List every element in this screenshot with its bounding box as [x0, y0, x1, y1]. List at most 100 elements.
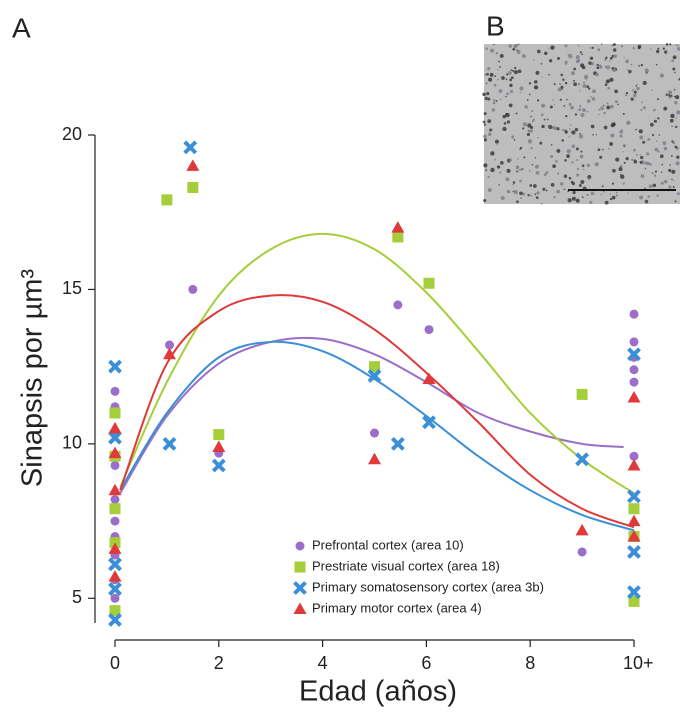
speckle: [598, 113, 600, 116]
point: [627, 530, 641, 542]
point: [109, 407, 121, 419]
point: [369, 361, 380, 373]
speckle: [513, 189, 518, 195]
speckle: [645, 152, 650, 156]
speckle: [672, 55, 677, 60]
speckle: [582, 168, 585, 171]
speckle: [489, 128, 493, 132]
point: [162, 347, 176, 360]
speckle: [625, 157, 629, 161]
point: [422, 372, 436, 384]
point: [367, 368, 382, 383]
point: [368, 452, 381, 465]
speckle: [570, 180, 574, 184]
speckle: [506, 168, 511, 173]
speckle: [660, 181, 664, 185]
speckle: [595, 72, 599, 77]
point: [629, 365, 639, 375]
speckle: [499, 53, 504, 58]
speckle: [536, 49, 541, 54]
speckle: [498, 184, 500, 186]
point: [391, 221, 405, 233]
speckle: [668, 90, 673, 95]
speckle: [530, 146, 533, 150]
speckle: [561, 139, 564, 142]
speckle: [527, 129, 531, 133]
speckle: [483, 138, 487, 142]
speckle: [570, 131, 572, 133]
speckle: [535, 196, 539, 199]
point: [108, 612, 122, 627]
speckle: [543, 118, 546, 121]
speckle: [565, 114, 568, 118]
speckle: [622, 112, 625, 115]
point: [424, 325, 434, 335]
speckle: [576, 167, 580, 171]
point: [187, 182, 199, 194]
legend-marker: [295, 541, 305, 551]
speckle: [548, 124, 553, 130]
speckle: [482, 120, 486, 124]
speckle: [661, 163, 664, 166]
speckle: [606, 102, 609, 105]
point: [213, 429, 225, 441]
speckle: [563, 105, 566, 107]
point: [370, 428, 379, 438]
speckle: [641, 101, 643, 104]
point: [110, 386, 120, 396]
speckle: [622, 144, 626, 148]
speckle: [483, 134, 487, 139]
speckle: [648, 184, 653, 189]
point: [627, 347, 641, 362]
speckle: [659, 73, 665, 78]
speckle: [568, 102, 572, 106]
speckle: [672, 67, 676, 71]
speckle: [519, 169, 521, 171]
speckle: [617, 103, 619, 106]
speckle: [639, 195, 644, 200]
speckle: [630, 63, 633, 66]
speckle: [576, 173, 580, 177]
speckle: [512, 183, 514, 186]
speckle: [562, 78, 565, 81]
speckle: [635, 128, 637, 131]
point: [627, 391, 641, 403]
point: [108, 483, 122, 496]
speckle: [657, 98, 660, 101]
speckle: [640, 174, 645, 178]
speckle: [592, 133, 594, 136]
point: [577, 547, 587, 557]
speckle: [519, 179, 523, 183]
speckle: [500, 161, 504, 165]
speckle: [588, 177, 591, 180]
speckle: [609, 57, 613, 60]
speckle: [610, 104, 614, 109]
speckle: [531, 163, 534, 166]
speckle: [582, 108, 586, 113]
speckle: [635, 153, 638, 156]
fit-curve: [119, 340, 635, 532]
speckle: [517, 69, 522, 74]
speckle: [664, 50, 668, 54]
speckle: [571, 130, 576, 135]
speckle: [533, 80, 538, 84]
speckle: [571, 196, 576, 201]
speckle: [532, 119, 535, 121]
speckle: [586, 163, 591, 167]
y-tick-label: 5: [72, 587, 82, 607]
speckle: [668, 168, 672, 173]
speckle: [528, 170, 531, 172]
speckle: [499, 171, 502, 174]
speckle: [663, 146, 668, 151]
speckle: [606, 105, 611, 110]
speckle: [676, 155, 680, 159]
speckle: [535, 170, 540, 175]
speckle: [490, 48, 495, 53]
speckle: [586, 99, 591, 103]
speckle: [602, 104, 605, 107]
speckle: [577, 82, 581, 86]
speckle: [575, 198, 580, 203]
panel-label: B: [486, 10, 505, 41]
speckle: [619, 130, 624, 134]
speckle: [541, 203, 543, 205]
